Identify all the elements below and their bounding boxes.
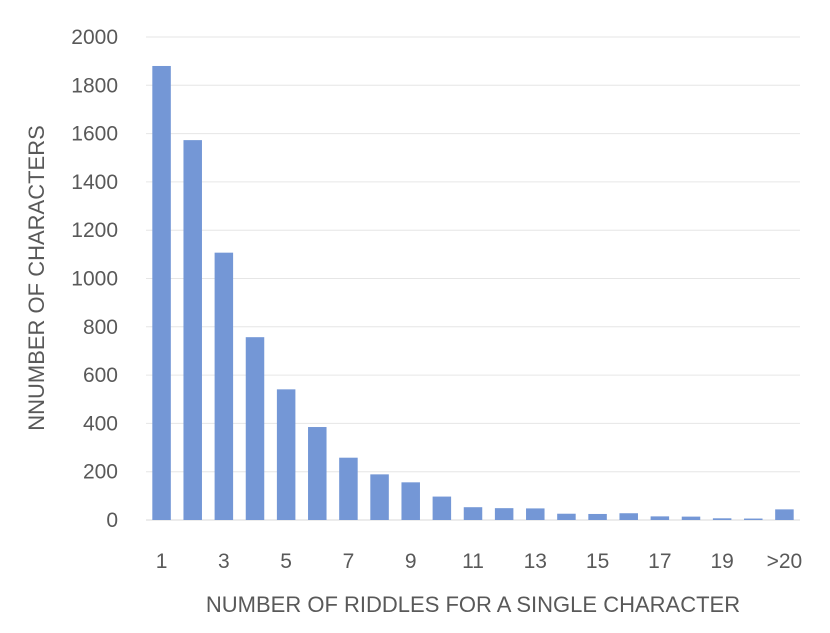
y-tick-label: 0 <box>106 509 118 532</box>
bar-12 <box>494 508 514 520</box>
x-tick-label: 13 <box>524 550 547 573</box>
x-tick-label: 7 <box>343 550 355 573</box>
x-tick-label: 15 <box>586 550 609 573</box>
y-tick-label: 1400 <box>71 171 118 194</box>
x-tick-label: 11 <box>462 550 484 573</box>
gridlines <box>146 36 800 521</box>
bar-8 <box>370 474 389 520</box>
bar-10 <box>432 496 452 520</box>
x-tick-label: 3 <box>218 550 230 573</box>
x-tick-label: 19 <box>710 550 733 573</box>
y-axis-tick-labels: 0 200 400 600 800 1000 1200 1400 1600 1800 2000 <box>71 26 118 532</box>
y-tick-label: 1000 <box>71 268 118 291</box>
x-tick-label: >20 <box>767 550 803 573</box>
bar-7 <box>339 457 358 520</box>
y-tick-label: 1200 <box>71 219 118 242</box>
bar-3 <box>214 252 234 521</box>
y-tick-label: 2000 <box>71 26 118 49</box>
x-tick-label: 9 <box>405 550 417 573</box>
bar-5 <box>276 389 296 520</box>
x-axis-tick-labels: 1 3 5 7 9 11 13 15 17 19 >20 <box>156 550 803 573</box>
y-tick-label: 1600 <box>71 123 118 146</box>
bar-1 <box>152 65 171 520</box>
y-tick-label: 200 <box>83 461 118 484</box>
y-tick-label: 600 <box>83 364 118 387</box>
bar-2 <box>183 140 202 521</box>
bar-18 <box>681 516 701 520</box>
bar-6 <box>308 427 327 520</box>
bar->20 <box>775 509 794 520</box>
x-tick-label: 1 <box>156 550 168 573</box>
x-tick-label: 17 <box>648 550 671 573</box>
bars <box>152 65 794 521</box>
bar-17 <box>650 516 670 520</box>
y-axis-title: NNUMBER OF CHARACTERS <box>24 125 49 431</box>
bar-9 <box>401 482 420 520</box>
bar-4 <box>245 337 265 520</box>
x-axis-title: NUMBER OF RIDDLES FOR A SINGLE CHARACTER <box>206 592 740 617</box>
bar-15 <box>588 513 607 520</box>
bar-19 <box>712 518 732 520</box>
bar-14 <box>557 513 576 520</box>
y-tick-label: 800 <box>83 316 118 339</box>
y-tick-label: 400 <box>83 412 118 435</box>
bar-13 <box>526 508 545 520</box>
bar-16 <box>619 513 638 520</box>
y-tick-label: 1800 <box>71 74 118 97</box>
x-tick-label: 5 <box>280 550 292 573</box>
bar-11 <box>463 507 483 520</box>
bar-20 <box>744 518 763 520</box>
